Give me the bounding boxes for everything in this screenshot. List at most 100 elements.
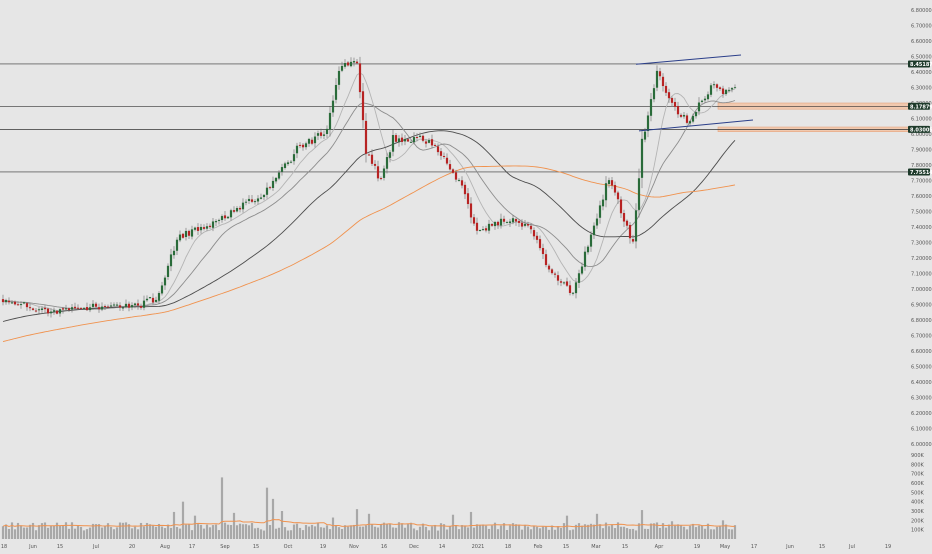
- candle[interactable]: [727, 87, 731, 93]
- candle[interactable]: [313, 132, 317, 148]
- candle[interactable]: [220, 214, 224, 223]
- candle[interactable]: [544, 249, 548, 268]
- candle[interactable]: [208, 223, 212, 230]
- candle[interactable]: [19, 301, 23, 309]
- candle[interactable]: [109, 302, 113, 308]
- candle[interactable]: [700, 99, 704, 104]
- candle[interactable]: [409, 140, 413, 143]
- candle[interactable]: [304, 141, 308, 150]
- candle[interactable]: [58, 308, 62, 317]
- candle[interactable]: [664, 82, 668, 96]
- candle[interactable]: [163, 275, 167, 290]
- candle[interactable]: [361, 82, 365, 129]
- candle[interactable]: [325, 125, 329, 138]
- candle[interactable]: [196, 223, 200, 236]
- candle[interactable]: [709, 83, 713, 98]
- candle[interactable]: [646, 111, 650, 138]
- candle[interactable]: [496, 220, 500, 229]
- candle[interactable]: [475, 217, 479, 235]
- candle[interactable]: [649, 92, 653, 122]
- candle[interactable]: [172, 246, 176, 259]
- candle[interactable]: [508, 218, 512, 228]
- candle[interactable]: [241, 198, 245, 213]
- candle[interactable]: [7, 297, 11, 305]
- trendline-1[interactable]: [638, 119, 754, 132]
- candle[interactable]: [598, 200, 602, 224]
- candle[interactable]: [718, 86, 722, 91]
- candle[interactable]: [238, 205, 242, 213]
- candle[interactable]: [277, 170, 281, 181]
- candle[interactable]: [550, 268, 554, 275]
- trendline-0[interactable]: [635, 54, 742, 65]
- time-axis[interactable]: 18 Jun 15 Jul 20 Aug 17 Sep 15 Oct 19 Nov 16 Dec 14 202…: [1, 544, 891, 550]
- candle[interactable]: [520, 219, 524, 230]
- candle[interactable]: [274, 176, 278, 184]
- candle[interactable]: [631, 234, 635, 244]
- candle[interactable]: [106, 304, 110, 308]
- candle[interactable]: [427, 138, 431, 144]
- candle[interactable]: [610, 177, 614, 190]
- candle[interactable]: [253, 199, 257, 205]
- candle[interactable]: [511, 214, 515, 225]
- candle[interactable]: [481, 226, 485, 231]
- candle[interactable]: [133, 302, 137, 309]
- candle[interactable]: [79, 307, 83, 310]
- candle[interactable]: [4, 298, 8, 305]
- candle[interactable]: [301, 142, 305, 151]
- candle[interactable]: [211, 218, 215, 232]
- candle[interactable]: [553, 271, 557, 278]
- candle[interactable]: [499, 213, 503, 229]
- candle[interactable]: [658, 67, 662, 81]
- candle[interactable]: [175, 237, 179, 255]
- candle[interactable]: [655, 65, 659, 92]
- candle[interactable]: [328, 106, 332, 137]
- candle[interactable]: [295, 142, 299, 159]
- candle[interactable]: [691, 113, 695, 124]
- candle[interactable]: [706, 91, 710, 101]
- candle[interactable]: [136, 299, 140, 310]
- candle[interactable]: [532, 227, 536, 240]
- candle[interactable]: [34, 307, 38, 313]
- candle[interactable]: [577, 269, 581, 289]
- candle[interactable]: [160, 281, 164, 296]
- candle[interactable]: [421, 134, 425, 143]
- candle[interactable]: [292, 149, 296, 165]
- candle[interactable]: [16, 301, 20, 306]
- candle[interactable]: [121, 307, 125, 311]
- candle[interactable]: [634, 203, 638, 249]
- candle[interactable]: [283, 161, 287, 170]
- candle[interactable]: [97, 303, 101, 313]
- candle[interactable]: [457, 178, 461, 182]
- candle[interactable]: [502, 215, 506, 225]
- candle[interactable]: [232, 206, 236, 214]
- candle[interactable]: [403, 135, 407, 146]
- candle[interactable]: [118, 302, 122, 311]
- candle[interactable]: [541, 243, 545, 259]
- candle[interactable]: [73, 302, 77, 311]
- candle[interactable]: [22, 301, 26, 305]
- candle[interactable]: [424, 138, 428, 148]
- candle[interactable]: [433, 143, 437, 147]
- candle[interactable]: [343, 59, 347, 69]
- candle[interactable]: [214, 219, 218, 227]
- candle[interactable]: [730, 86, 734, 93]
- candle[interactable]: [385, 152, 389, 174]
- candle[interactable]: [202, 224, 206, 231]
- candle[interactable]: [46, 307, 50, 317]
- candle[interactable]: [676, 101, 680, 118]
- candle[interactable]: [685, 113, 689, 125]
- candle[interactable]: [103, 304, 107, 311]
- candle[interactable]: [331, 95, 335, 117]
- candle[interactable]: [49, 308, 53, 318]
- candle[interactable]: [31, 307, 35, 311]
- candle[interactable]: [547, 263, 551, 273]
- candle[interactable]: [400, 133, 404, 146]
- candle[interactable]: [724, 88, 728, 96]
- candle[interactable]: [430, 134, 434, 149]
- candle[interactable]: [265, 182, 269, 199]
- candle[interactable]: [697, 97, 701, 116]
- candle[interactable]: [562, 281, 566, 285]
- candle[interactable]: [622, 209, 626, 228]
- candle[interactable]: [352, 57, 356, 67]
- candle[interactable]: [223, 210, 227, 221]
